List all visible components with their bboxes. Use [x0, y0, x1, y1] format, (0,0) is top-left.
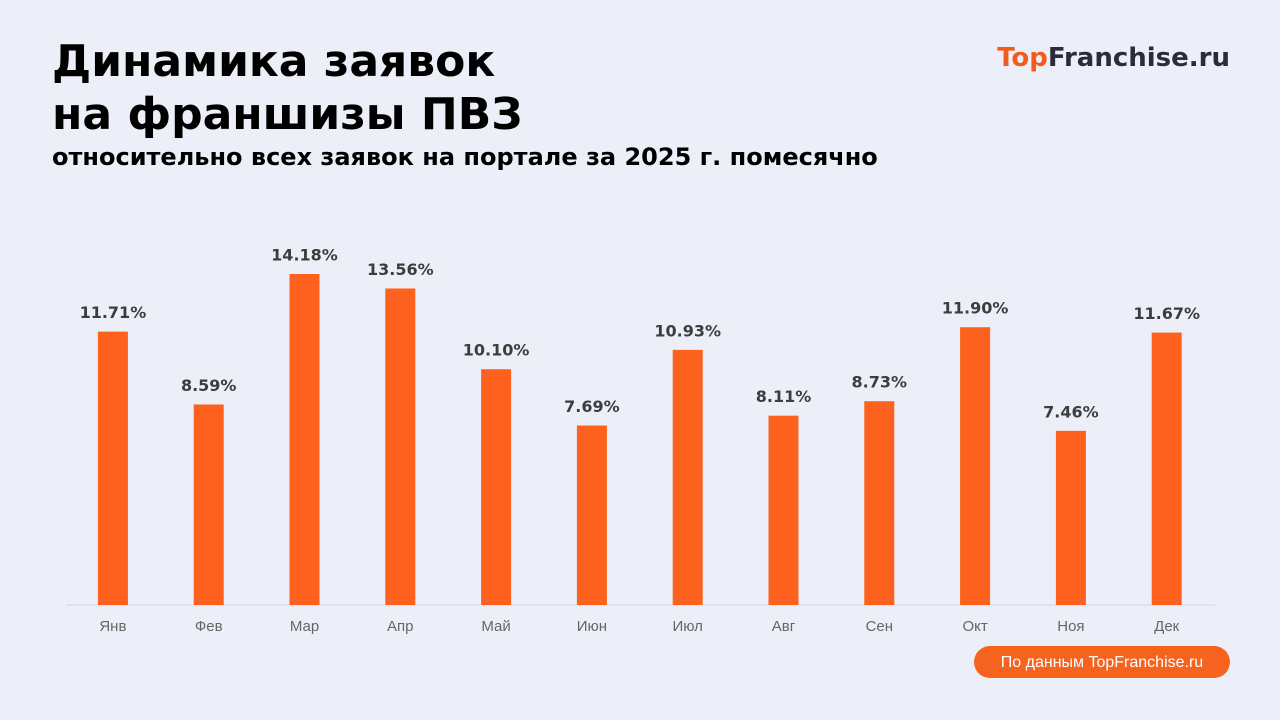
bar [97, 331, 128, 605]
bar [1055, 430, 1086, 605]
value-label: 8.73% [852, 373, 908, 392]
bar [576, 425, 607, 605]
value-label: 13.56% [367, 260, 434, 279]
bar [481, 369, 512, 605]
value-label: 14.18% [271, 246, 338, 265]
x-tick-label: Авг [772, 618, 796, 635]
x-tick-label: Дек [1154, 618, 1180, 635]
logo-rest: Franchise.ru [1048, 43, 1230, 73]
x-tick-label: Окт [962, 618, 987, 635]
source-badge [974, 646, 1230, 678]
x-tick-label: Мар [290, 618, 319, 635]
value-label: 11.67% [1133, 304, 1200, 323]
x-tick-label: Июл [672, 618, 702, 635]
value-label: 7.46% [1043, 402, 1099, 421]
bar [672, 349, 703, 605]
bar [289, 274, 320, 605]
bar [1151, 332, 1182, 605]
x-tick-label: Май [481, 618, 510, 635]
x-tick-label: Янв [99, 618, 126, 635]
bar [385, 288, 416, 605]
bar [768, 415, 799, 605]
value-label: 7.69% [564, 397, 620, 416]
value-label: 10.93% [654, 321, 721, 340]
chart-title-line: на франшизы ПВЗ [52, 89, 523, 140]
bar [864, 401, 895, 605]
bar [960, 327, 991, 605]
x-tick-label: Июн [577, 618, 607, 635]
x-tick-label: Фев [195, 618, 223, 635]
chart-title-line: Динамика заявок [52, 36, 495, 87]
x-tick-label: Сен [866, 618, 893, 635]
value-label: 10.10% [463, 341, 530, 360]
logo-accent: Top [997, 43, 1048, 73]
chart-subtitle: относительно всех заявок на портале за 2… [52, 143, 878, 171]
source: По данным TopFranchise.ru [1001, 654, 1203, 671]
bar [193, 404, 224, 605]
value-label: 8.59% [181, 376, 237, 395]
x-tick-label: Апр [387, 618, 413, 635]
value-label: 11.71% [80, 303, 147, 322]
value-label: 11.90% [942, 299, 1009, 318]
x-tick-label: Ноя [1057, 618, 1084, 635]
logo: TopFranchise.ru [997, 43, 1230, 73]
value-label: 8.11% [756, 387, 812, 406]
